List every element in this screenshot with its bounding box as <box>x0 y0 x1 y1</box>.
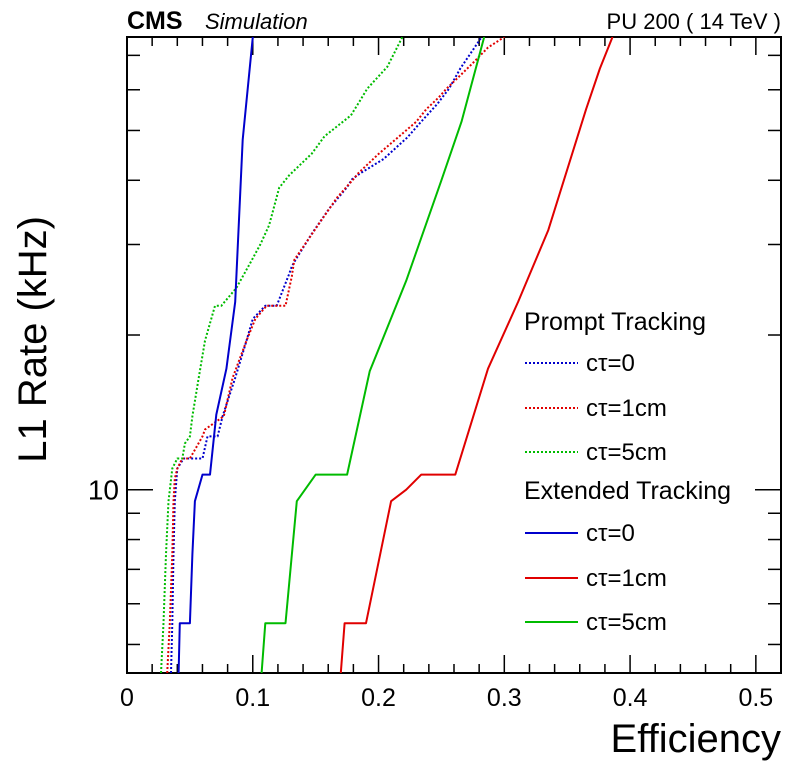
legend-group-title-prompt: Prompt Tracking <box>524 308 706 336</box>
x-tick-label: 0.4 <box>613 684 648 712</box>
x-tick-label: 0.2 <box>361 684 396 712</box>
x-tick-label: 0 <box>120 684 134 712</box>
legend-label: cτ=5cm <box>586 609 667 636</box>
y-tick-label: 10 <box>88 475 119 506</box>
cms-label: CMS <box>127 7 183 35</box>
y-axis-title: L1 Rate (kHz) <box>11 216 55 463</box>
series-line-extended-tracking-5 <box>260 37 486 673</box>
legend-entry-prompt-ctau0: cτ=0 <box>525 350 635 377</box>
x-tick-label: 0.5 <box>738 684 773 712</box>
legend-entry-prompt-ctau5cm: cτ=5cm <box>525 439 667 466</box>
x-axis-title: Efficiency <box>611 717 781 761</box>
series-line-prompt-tracking-2 <box>160 37 404 673</box>
legend: Prompt Tracking cτ=0 cτ=1cm cτ=5cm Exten… <box>524 308 731 636</box>
series-line-prompt-tracking-1 <box>166 37 505 673</box>
x-tick-label: 0.1 <box>235 684 270 712</box>
series-line-extended-tracking-4 <box>339 37 614 673</box>
series-line-prompt-tracking-0 <box>170 37 483 673</box>
plot-frame <box>126 36 782 674</box>
legend-entry-extended-ctau1cm: cτ=1cm <box>525 565 667 592</box>
pileup-energy-label: PU 200 ( 14 TeV ) <box>607 9 781 34</box>
legend-entry-extended-ctau5cm: cτ=5cm <box>525 609 667 636</box>
legend-entry-prompt-ctau1cm: cτ=1cm <box>525 395 667 422</box>
x-tick-label: 0.3 <box>487 684 522 712</box>
tick-labels: 0 0.1 0.2 0.3 0.4 0.5 10 <box>88 475 773 712</box>
simulation-label: Simulation <box>205 9 308 34</box>
axis-ticks <box>126 37 782 673</box>
legend-label: cτ=0 <box>586 350 635 377</box>
legend-group-title-extended: Extended Tracking <box>524 477 731 505</box>
legend-label: cτ=5cm <box>586 439 667 466</box>
legend-label: cτ=0 <box>586 520 635 547</box>
legend-label: cτ=1cm <box>586 395 667 422</box>
series-layer <box>160 37 614 673</box>
legend-entry-extended-ctau0: cτ=0 <box>525 520 635 547</box>
legend-label: cτ=1cm <box>586 565 667 592</box>
series-line-extended-tracking-3 <box>177 37 254 673</box>
